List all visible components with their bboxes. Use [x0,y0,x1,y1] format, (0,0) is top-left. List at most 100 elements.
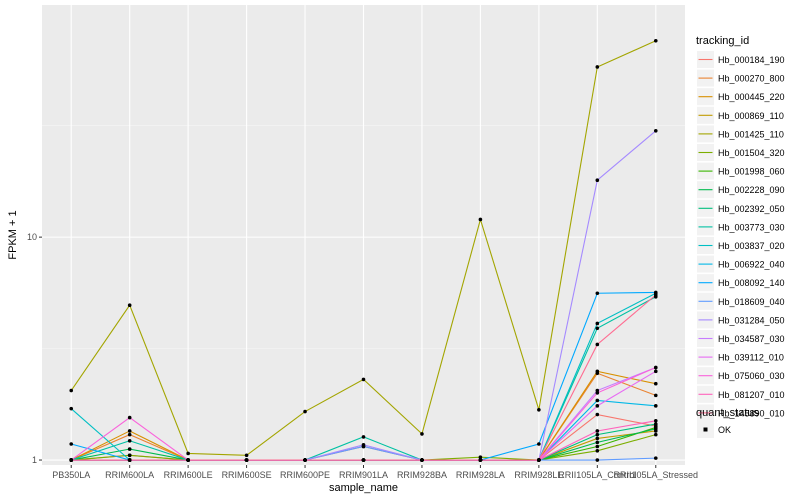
data-point [127,458,132,462]
y-axis: 1 10 [27,232,42,465]
data-point [595,444,600,449]
data-point [653,293,658,297]
legend-label: Hb_003773_030 [718,222,785,232]
data-point [186,458,190,462]
legend-label: Hb_002228_090 [718,185,785,195]
data-point [653,456,658,460]
x-tick-label: RRIM901LA [339,470,388,480]
legend-item: Hb_003837_020 [697,237,785,254]
legend-quant-status: quant_status OK [696,407,759,438]
x-tick-label: RRII105LA_Stressed [613,470,698,480]
legend-label: Hb_039112_010 [718,353,784,363]
data-point [361,458,366,462]
legend-label: Hb_081207_010 [718,390,785,400]
x-tick-label: RRIM928BA [397,470,447,480]
legend-label: Hb_001998_060 [718,167,785,177]
data-point [653,427,658,431]
data-point [653,404,658,408]
legend-label: Hb_006922_040 [718,260,785,270]
data-point [653,422,658,426]
data-point [595,436,600,441]
legend-item: Hb_018609_040 [697,292,785,310]
legend-item: Hb_003773_030 [697,218,785,236]
data-point [595,449,600,453]
legend-item: Hb_075060_030 [697,367,785,385]
legend-item: Hb_000869_110 [697,106,784,124]
legend-item: Hb_039112_010 [697,348,784,366]
data-point [653,128,658,133]
legend-label: Hb_075060_030 [718,371,785,381]
data-point [653,369,658,374]
legend-item: Hb_034587_030 [697,330,785,347]
data-points [69,38,658,462]
data-point [69,458,74,462]
legend-item: Hb_000270_800 [697,69,785,87]
legend-tracking-id: tracking_id Hb_000184_190 Hb_000270_800 Hb… [696,35,785,422]
x-tick-label: PB350LA [52,470,90,480]
data-point [595,458,600,462]
legend-title: tracking_id [696,35,749,47]
data-point [303,409,307,414]
data-point [478,217,483,222]
data-point [478,455,483,459]
legend-label: Hb_000184_190 [718,55,785,65]
data-point [595,369,600,374]
legend-label: Hb_000270_800 [718,74,785,84]
x-tick-label: RRIM928LE [514,470,563,480]
data-point [595,321,600,326]
data-point [244,453,249,458]
legend-key-point [703,427,708,432]
data-point [653,365,658,370]
data-point [653,38,658,43]
data-point [361,443,366,447]
data-point [361,435,366,439]
legend-label: OK [718,425,731,435]
legend-item: Hb_001504_320 [697,144,785,161]
legend-label: Hb_001425_110 [718,129,784,139]
legend-label: Hb_031284_050 [718,315,785,325]
x-tick-label: RRIM600PE [280,470,330,480]
data-point [420,432,424,436]
y-tick-label: 10 [27,232,37,242]
legend-item: Hb_000184_190 [697,51,785,68]
legend-item: Hb_008092_140 [697,274,785,292]
data-point [69,406,74,411]
data-point [420,458,424,462]
data-point [595,291,600,296]
data-point [303,458,307,462]
legend-item: Hb_031284_050 [697,311,785,329]
data-point [537,458,541,462]
x-tick-label: RRIM928LA [456,470,505,480]
legend-label: Hb_008092_140 [718,278,785,288]
legend-title-quant-status: quant_status [696,407,759,419]
data-point [69,388,74,393]
data-point [653,432,658,437]
legend-label: Hb_145890_010 [718,408,785,418]
legend-label: Hb_000445_220 [718,92,785,102]
data-point [595,440,600,445]
data-point [653,381,658,386]
legend-item: Hb_001998_060 [697,162,785,180]
data-point [127,303,132,308]
legend-item: Hb_001425_110 [697,125,784,143]
data-point [127,415,132,420]
legend-item: Hb_145890_010 [697,404,785,422]
legend-item: Hb_002228_090 [697,181,785,199]
data-point [244,458,249,462]
data-point [127,447,132,451]
data-point [595,178,600,183]
x-tick-label: RRII105LA_Control [558,470,636,480]
data-point [595,404,600,408]
data-point [537,408,541,412]
data-point [127,432,132,437]
y-tick-label: 1 [32,455,37,465]
legend-label: Hb_034587_030 [718,334,785,344]
data-point [186,451,190,456]
legend-item: Hb_081207_010 [697,385,785,403]
data-point [69,442,74,446]
legend-label: Hb_002392_050 [718,204,785,214]
data-point [595,342,600,347]
x-axis-title: sample_name [329,482,398,494]
data-point [127,453,132,458]
x-tick-label: RRIM600SE [222,470,272,480]
